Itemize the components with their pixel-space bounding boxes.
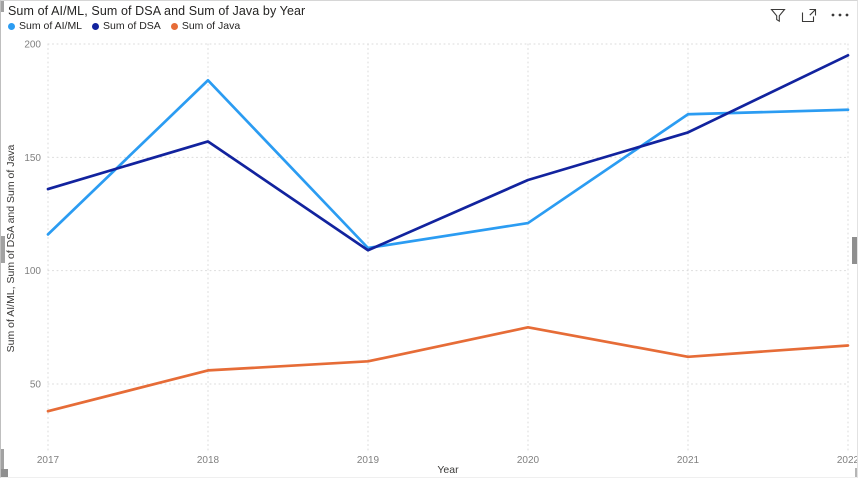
resize-handle-left-middle[interactable]: [1, 236, 5, 263]
x-tick-label: 2021: [677, 455, 700, 466]
y-axis-title: Sum of AI/ML, Sum of DSA and Sum of Java: [5, 144, 17, 352]
resize-handle-bottom-left-bar[interactable]: [1, 449, 4, 477]
legend-label-java: Sum of Java: [181, 20, 241, 32]
x-tick-label: 2017: [37, 455, 60, 466]
legend-dot-ai-ml: [8, 22, 15, 30]
x-tick-label: 2020: [517, 455, 540, 466]
legend-item-dsa[interactable]: Sum of DSA: [92, 20, 161, 32]
y-tick-label: 100: [24, 266, 41, 277]
y-tick-label: 200: [24, 40, 41, 51]
x-axis-title: Year: [437, 464, 459, 476]
resize-handle-top-left[interactable]: [1, 1, 4, 12]
filter-icon[interactable]: [767, 5, 789, 25]
resize-handle-bottom-right[interactable]: [855, 468, 857, 477]
legend-item-ai-ml[interactable]: Sum of AI/ML: [8, 20, 82, 32]
legend-label-dsa: Sum of DSA: [103, 20, 161, 32]
series-line-sum-of-ai-ml[interactable]: [46, 78, 850, 250]
x-tick-label: 2022: [837, 455, 858, 466]
legend-dot-java: [170, 22, 178, 30]
x-tick-label: 2019: [357, 455, 380, 466]
series-line-sum-of-dsa[interactable]: [46, 53, 850, 252]
y-tick-label: 150: [24, 153, 41, 164]
more-options-icon[interactable]: [829, 5, 851, 25]
x-tick-label: 2018: [197, 455, 220, 466]
y-tick-label: 50: [30, 380, 42, 391]
legend: Sum of AI/ML Sum of DSA Sum of Java: [8, 20, 240, 32]
legend-dot-dsa: [92, 22, 100, 30]
legend-item-java[interactable]: Sum of Java: [170, 20, 241, 32]
visual-header-toolbar: [767, 5, 851, 25]
resize-handle-right-middle[interactable]: [852, 237, 857, 264]
focus-mode-icon[interactable]: [798, 5, 820, 25]
legend-label-ai-ml: Sum of AI/ML: [19, 20, 83, 32]
resize-handle-bottom-left[interactable]: [1, 469, 8, 477]
series-line-sum-of-java[interactable]: [46, 325, 850, 413]
chart-title: Sum of AI/ML, Sum of DSA and Sum of Java…: [8, 4, 306, 18]
